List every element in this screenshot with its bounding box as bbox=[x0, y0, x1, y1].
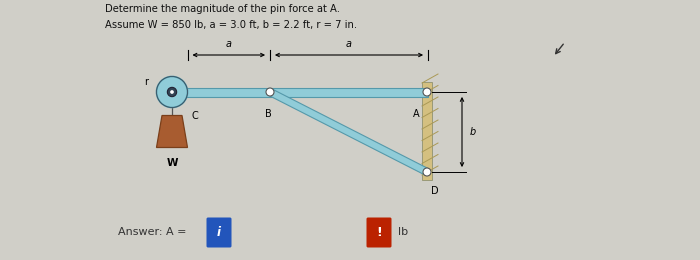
Bar bbox=[172, 88, 428, 96]
Text: A: A bbox=[413, 109, 419, 119]
Text: b: b bbox=[470, 127, 476, 137]
Circle shape bbox=[423, 88, 431, 96]
Text: Assume W = 850 lb, a = 3.0 ft, b = 2.2 ft, r = 7 in.: Assume W = 850 lb, a = 3.0 ft, b = 2.2 f… bbox=[105, 20, 357, 30]
Text: B: B bbox=[265, 109, 272, 119]
FancyBboxPatch shape bbox=[206, 218, 232, 248]
Polygon shape bbox=[157, 115, 188, 147]
Text: Answer: A =: Answer: A = bbox=[118, 227, 186, 237]
Text: D: D bbox=[431, 186, 439, 196]
Circle shape bbox=[423, 168, 431, 176]
Circle shape bbox=[157, 76, 188, 107]
Text: a: a bbox=[346, 39, 352, 49]
Polygon shape bbox=[268, 89, 428, 175]
Text: r: r bbox=[144, 77, 148, 87]
Text: Determine the magnitude of the pin force at A.: Determine the magnitude of the pin force… bbox=[105, 4, 340, 14]
Text: C: C bbox=[191, 111, 197, 121]
Text: i: i bbox=[217, 226, 221, 239]
Circle shape bbox=[167, 87, 176, 97]
Circle shape bbox=[266, 88, 274, 96]
Bar bbox=[422, 82, 432, 180]
Text: a: a bbox=[225, 39, 232, 49]
FancyBboxPatch shape bbox=[367, 218, 391, 248]
Text: lb: lb bbox=[398, 227, 408, 237]
Text: W: W bbox=[167, 158, 178, 167]
Circle shape bbox=[170, 90, 174, 94]
Text: !: ! bbox=[376, 226, 382, 239]
